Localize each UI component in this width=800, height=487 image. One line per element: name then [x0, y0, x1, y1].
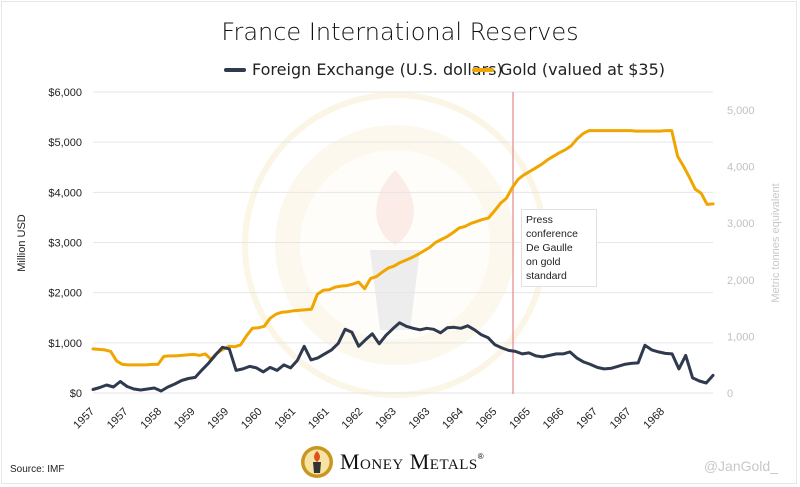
legend-item-gold: Gold (valued at $35)	[472, 60, 665, 79]
watermark-seal	[242, 92, 548, 398]
x-tick-label: 1967	[574, 406, 600, 432]
y-tick-label: $2,000	[48, 288, 82, 300]
y2-axis-ticks: 0 1,000 2,000 3,000 4,000 5,000	[727, 105, 755, 400]
x-tick-label: 1959	[172, 406, 198, 432]
y2-tick-label: 4,000	[727, 162, 755, 174]
x-tick-label: 1962	[340, 406, 366, 432]
y-tick-label: $1,000	[48, 338, 82, 350]
annotation-line-1: Press	[526, 214, 553, 226]
annotation-box: Press conference De Gaulle on gold stand…	[521, 209, 597, 287]
brand-name: Money Metals	[340, 449, 478, 474]
x-tick-label: 1963	[373, 406, 399, 432]
y2-tick-label: 0	[727, 388, 733, 400]
y-tick-label: $0	[70, 388, 82, 400]
x-axis-ticks: 1957 1957 1958 1959 1959 1960 1961 1961 1962 1963…	[71, 406, 667, 432]
x-tick-label: 1963	[407, 406, 433, 432]
legend-label-foreign-exchange: Foreign Exchange (U.S. dollars)	[252, 60, 503, 79]
y2-axis-label: Metric tonnes equivalent	[770, 183, 782, 302]
x-tick-label: 1957	[71, 406, 97, 432]
legend: Foreign Exchange (U.S. dollars) Gold (va…	[0, 60, 800, 84]
brand-logo: Money Metals ®	[300, 444, 484, 480]
y2-tick-label: 3,000	[727, 218, 755, 230]
y-axis-label: Million USD	[16, 214, 28, 272]
x-tick-label: 1968	[641, 406, 667, 432]
legend-swatch-foreign-exchange	[224, 67, 246, 72]
y-axis-ticks: $0 $1,000 $2,000 $3,000 $4,000 $5,000 $6,000	[48, 87, 82, 400]
chart-title: France International Reserves	[221, 18, 579, 46]
x-tick-label: 1958	[138, 406, 164, 432]
annotation-line-4: on gold	[526, 256, 561, 268]
legend-item-foreign-exchange: Foreign Exchange (U.S. dollars)	[224, 60, 503, 79]
x-tick-label: 1967	[608, 406, 634, 432]
x-tick-label: 1960	[239, 406, 265, 432]
x-tick-label: 1965	[507, 406, 533, 432]
source-note: Source: IMF	[10, 464, 65, 475]
series-line-gold	[91, 129, 715, 367]
y2-tick-label: 2,000	[727, 275, 755, 287]
x-tick-label: 1961	[306, 406, 332, 432]
y-tick-label: $3,000	[48, 238, 82, 250]
y2-tick-label: 5,000	[727, 105, 755, 117]
x-tick-label: 1965	[474, 406, 500, 432]
x-tick-label: 1957	[105, 406, 131, 432]
author-handle: @JanGold_	[703, 458, 778, 474]
series-lines	[91, 129, 715, 393]
gridlines	[93, 91, 713, 394]
y-tick-label: $6,000	[48, 87, 82, 99]
annotation-line-2: conference	[526, 228, 578, 240]
legend-label-gold: Gold (valued at $35)	[500, 60, 666, 79]
torch-seal-icon	[301, 446, 333, 478]
y-tick-label: $5,000	[48, 137, 82, 149]
brand-registered-mark: ®	[477, 452, 484, 461]
x-tick-label: 1961	[272, 406, 298, 432]
y2-tick-label: 1,000	[727, 331, 755, 343]
annotation-line-3: De Gaulle	[526, 242, 573, 254]
legend-swatch-gold	[472, 67, 494, 72]
series-line-foreign-exchange	[91, 321, 715, 393]
annotation-line-5: standard	[526, 270, 567, 282]
x-tick-label: 1959	[205, 406, 231, 432]
x-tick-label: 1964	[440, 406, 466, 432]
x-tick-label: 1966	[541, 406, 567, 432]
y-tick-label: $4,000	[48, 187, 82, 199]
